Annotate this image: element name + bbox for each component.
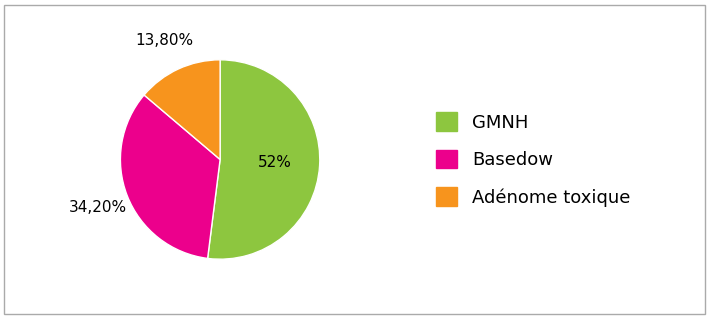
Wedge shape bbox=[144, 60, 220, 160]
Text: 34,20%: 34,20% bbox=[68, 200, 126, 215]
Wedge shape bbox=[207, 60, 320, 259]
Legend: GMNH, Basedow, Adénome toxique: GMNH, Basedow, Adénome toxique bbox=[436, 112, 630, 207]
Text: 13,80%: 13,80% bbox=[136, 33, 194, 48]
Text: 52%: 52% bbox=[258, 155, 292, 170]
Wedge shape bbox=[121, 95, 220, 258]
